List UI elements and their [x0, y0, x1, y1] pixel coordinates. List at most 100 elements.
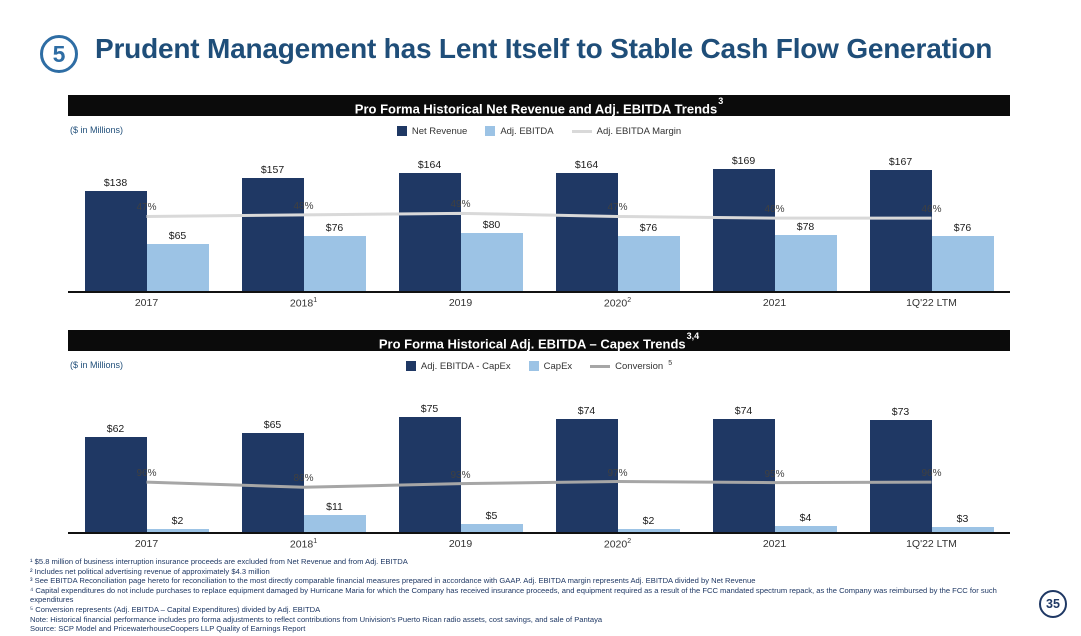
legend-line-swatch-conversion	[590, 364, 611, 368]
net-revenue-bar	[869, 170, 932, 291]
legend-swatch-capex	[528, 361, 539, 371]
chart-title-superscript: 3,4	[686, 331, 700, 341]
x-axis-label: 2021	[762, 538, 787, 550]
x-axis-label: 20202	[603, 537, 632, 551]
line-value-label: 49%	[450, 199, 471, 211]
bar-value-label: $80	[482, 219, 501, 232]
adj-ebitda-bar	[617, 236, 680, 291]
legend-label: Adj. EBITDA	[500, 125, 554, 137]
x-axis-label: 2017	[134, 297, 159, 309]
legend-swatch-adj-ebitda	[485, 126, 496, 136]
bar-value-label: $73	[891, 406, 910, 419]
line-value-label: 46%	[764, 204, 785, 216]
footnote-1: ¹ $5.8 million of business interruption …	[30, 557, 408, 566]
adj-ebitda-capex-bar	[398, 417, 461, 532]
adj-ebitda-bar	[931, 236, 994, 291]
legend-label: CapEx	[543, 360, 573, 372]
units-label: ($ in Millions)	[70, 125, 124, 135]
capex-bar	[774, 525, 837, 532]
net-revenue-bar	[84, 191, 147, 291]
legend-label: Net Revenue	[411, 125, 468, 137]
chart-title-ebitda-capex: Pro Forma Historical Adj. EBITDA – Capex…	[68, 330, 1010, 351]
legend-item-capex: CapEx	[528, 360, 573, 372]
chart-plot-area: $62 $65 $75 $74 $74 $73 $2 $11 $5 $2 $4 $3 96% 86% 93%…	[68, 384, 1010, 534]
bar-value-label: $138	[103, 177, 128, 190]
x-axis-label: 20181	[289, 296, 318, 310]
x-axis-label-superscript: 2	[627, 537, 632, 545]
chart-panel-ebitda-capex: Pro Forma Historical Adj. EBITDA – Capex…	[68, 330, 1010, 553]
line-value-label: 47%	[136, 202, 157, 214]
x-axis-label: 1Q'22 LTM	[906, 538, 957, 550]
line-value-label: 48%	[293, 200, 314, 212]
line-value-label: 96%	[921, 468, 942, 480]
legend-swatch-net-revenue	[396, 126, 407, 136]
x-axis-label-superscript: 1	[313, 296, 318, 304]
chart-panel-net-revenue-ebitda: Pro Forma Historical Net Revenue and Adj…	[68, 95, 1010, 312]
bar-value-label: $62	[106, 423, 125, 436]
adj-ebitda-bar	[146, 244, 209, 291]
bar-value-label: $75	[420, 403, 439, 416]
legend-item-adj-ebitda-capex: Adj. EBITDA - CapEx	[405, 360, 511, 372]
bar-value-label: $76	[953, 222, 972, 235]
bar-value-label: $5	[485, 510, 498, 523]
bar-value-label: $2	[171, 514, 184, 527]
bar-value-label: $2	[642, 514, 655, 527]
footnotes: ¹ $5.8 million of business interruption …	[30, 557, 1040, 634]
adj-ebitda-bar	[774, 234, 837, 291]
chart-subheader-row: ($ in Millions) Adj. EBITDA - CapEx CapEx…	[68, 356, 1010, 376]
adj-ebitda-capex-bar	[84, 437, 147, 532]
x-axis-labels: 2017 20181 2019 20202 2021 1Q'22 LTM	[68, 294, 1010, 312]
x-axis-label: 1Q'22 LTM	[906, 297, 957, 309]
net-revenue-bar	[712, 168, 775, 291]
line-value-label: 86%	[293, 473, 314, 485]
bar-value-label: $74	[577, 404, 596, 417]
chart-title-text: Pro Forma Historical Adj. EBITDA – Capex…	[378, 336, 686, 352]
line-value-label: 95%	[764, 468, 785, 480]
bar-value-label: $11	[326, 501, 343, 514]
line-value-label: 93%	[450, 469, 471, 481]
adj-ebitda-capex-bar	[712, 418, 775, 532]
x-axis-label: 2017	[134, 538, 159, 550]
legend-item-adj-ebitda-margin: Adj. EBITDA Margin	[571, 126, 681, 137]
bar-value-label: $76	[639, 222, 658, 235]
line-value-label: 46%	[921, 204, 942, 216]
bar-value-label: $3	[956, 513, 969, 526]
slide-number-badge: 5	[40, 35, 78, 73]
bar-value-label: $78	[796, 220, 815, 233]
units-label: ($ in Millions)	[70, 360, 124, 370]
adj-ebitda-bar	[460, 233, 523, 291]
x-axis-label: 20181	[289, 537, 318, 551]
x-axis-label: 2021	[762, 297, 787, 309]
bar-value-label: $76	[325, 222, 344, 235]
net-revenue-bar	[398, 172, 461, 291]
adj-ebitda-capex-bar	[869, 420, 932, 532]
bar-value-label: $4	[799, 511, 812, 524]
bar-value-label: $169	[731, 154, 756, 167]
legend-label-superscript: 5	[668, 359, 673, 367]
footnote-2: ² Includes net political advertising rev…	[30, 566, 270, 576]
legend-item-adj-ebitda: Adj. EBITDA	[485, 125, 554, 137]
legend-label: Conversion	[615, 360, 664, 372]
footnote-3: ³ See EBITDA Reconciliation page hereto …	[30, 576, 756, 586]
note-line: Note: Historical financial performance i…	[30, 614, 603, 624]
source-line: Source: SCP Model and PricewaterhouseCoo…	[30, 624, 306, 634]
capex-bar	[303, 515, 366, 532]
legend-item-net-revenue: Net Revenue	[396, 125, 468, 137]
line-value-label: 47%	[607, 202, 628, 214]
legend-swatch-adj-ebitda-capex	[405, 361, 416, 371]
x-axis-label-superscript: 2	[627, 296, 632, 304]
bar-value-label: $164	[574, 158, 599, 171]
bar-value-label: $157	[260, 163, 285, 176]
adj-ebitda-capex-bar	[555, 418, 618, 532]
legend-item-conversion: Conversion 5	[590, 359, 673, 372]
x-axis-label: 20202	[603, 296, 632, 310]
legend-label: Adj. EBITDA - CapEx	[420, 360, 511, 372]
net-revenue-bar	[555, 172, 618, 291]
bar-value-label: $164	[417, 158, 442, 171]
bar-value-label: $74	[734, 404, 753, 417]
legend-line-swatch-adj-ebitda-margin	[571, 129, 592, 133]
page-title: Prudent Management has Lent Itself to St…	[95, 33, 993, 64]
x-axis-label-superscript: 1	[313, 537, 318, 545]
capex-bar	[931, 527, 994, 532]
